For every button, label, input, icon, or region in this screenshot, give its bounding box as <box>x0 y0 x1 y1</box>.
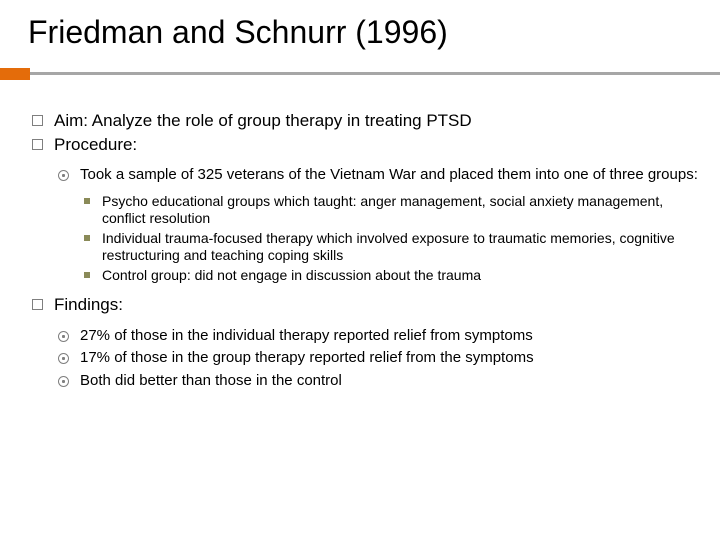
accent-bar <box>0 68 30 80</box>
title-rule <box>30 72 720 75</box>
list-item-label: Procedure: <box>54 135 137 154</box>
list-item: Individual trauma-focused therapy which … <box>80 230 700 265</box>
list-item: 17% of those in the group therapy report… <box>54 349 700 368</box>
bullet-list-level1: Aim: Analyze the role of group therapy i… <box>28 110 700 391</box>
list-item-label: Findings: <box>54 295 123 314</box>
slide-title: Friedman and Schnurr (1996) <box>0 0 720 51</box>
slide-body: Aim: Analyze the role of group therapy i… <box>28 110 700 399</box>
list-item: Control group: did not engage in discuss… <box>80 267 700 285</box>
list-item: Psycho educational groups which taught: … <box>80 193 700 228</box>
list-item: Both did better than those in the contro… <box>54 372 700 391</box>
list-item: Took a sample of 325 veterans of the Vie… <box>54 166 700 284</box>
bullet-list-level2: Took a sample of 325 veterans of the Vie… <box>54 166 700 284</box>
list-item: Findings: 27% of those in the individual… <box>28 294 700 390</box>
bullet-list-level3: Psycho educational groups which taught: … <box>80 193 700 285</box>
list-item: 27% of those in the individual therapy r… <box>54 327 700 346</box>
list-item: Procedure: Took a sample of 325 veterans… <box>28 134 700 284</box>
list-item: Aim: Analyze the role of group therapy i… <box>28 110 700 132</box>
list-item-label: Took a sample of 325 veterans of the Vie… <box>80 166 698 183</box>
bullet-list-level2: 27% of those in the individual therapy r… <box>54 327 700 391</box>
